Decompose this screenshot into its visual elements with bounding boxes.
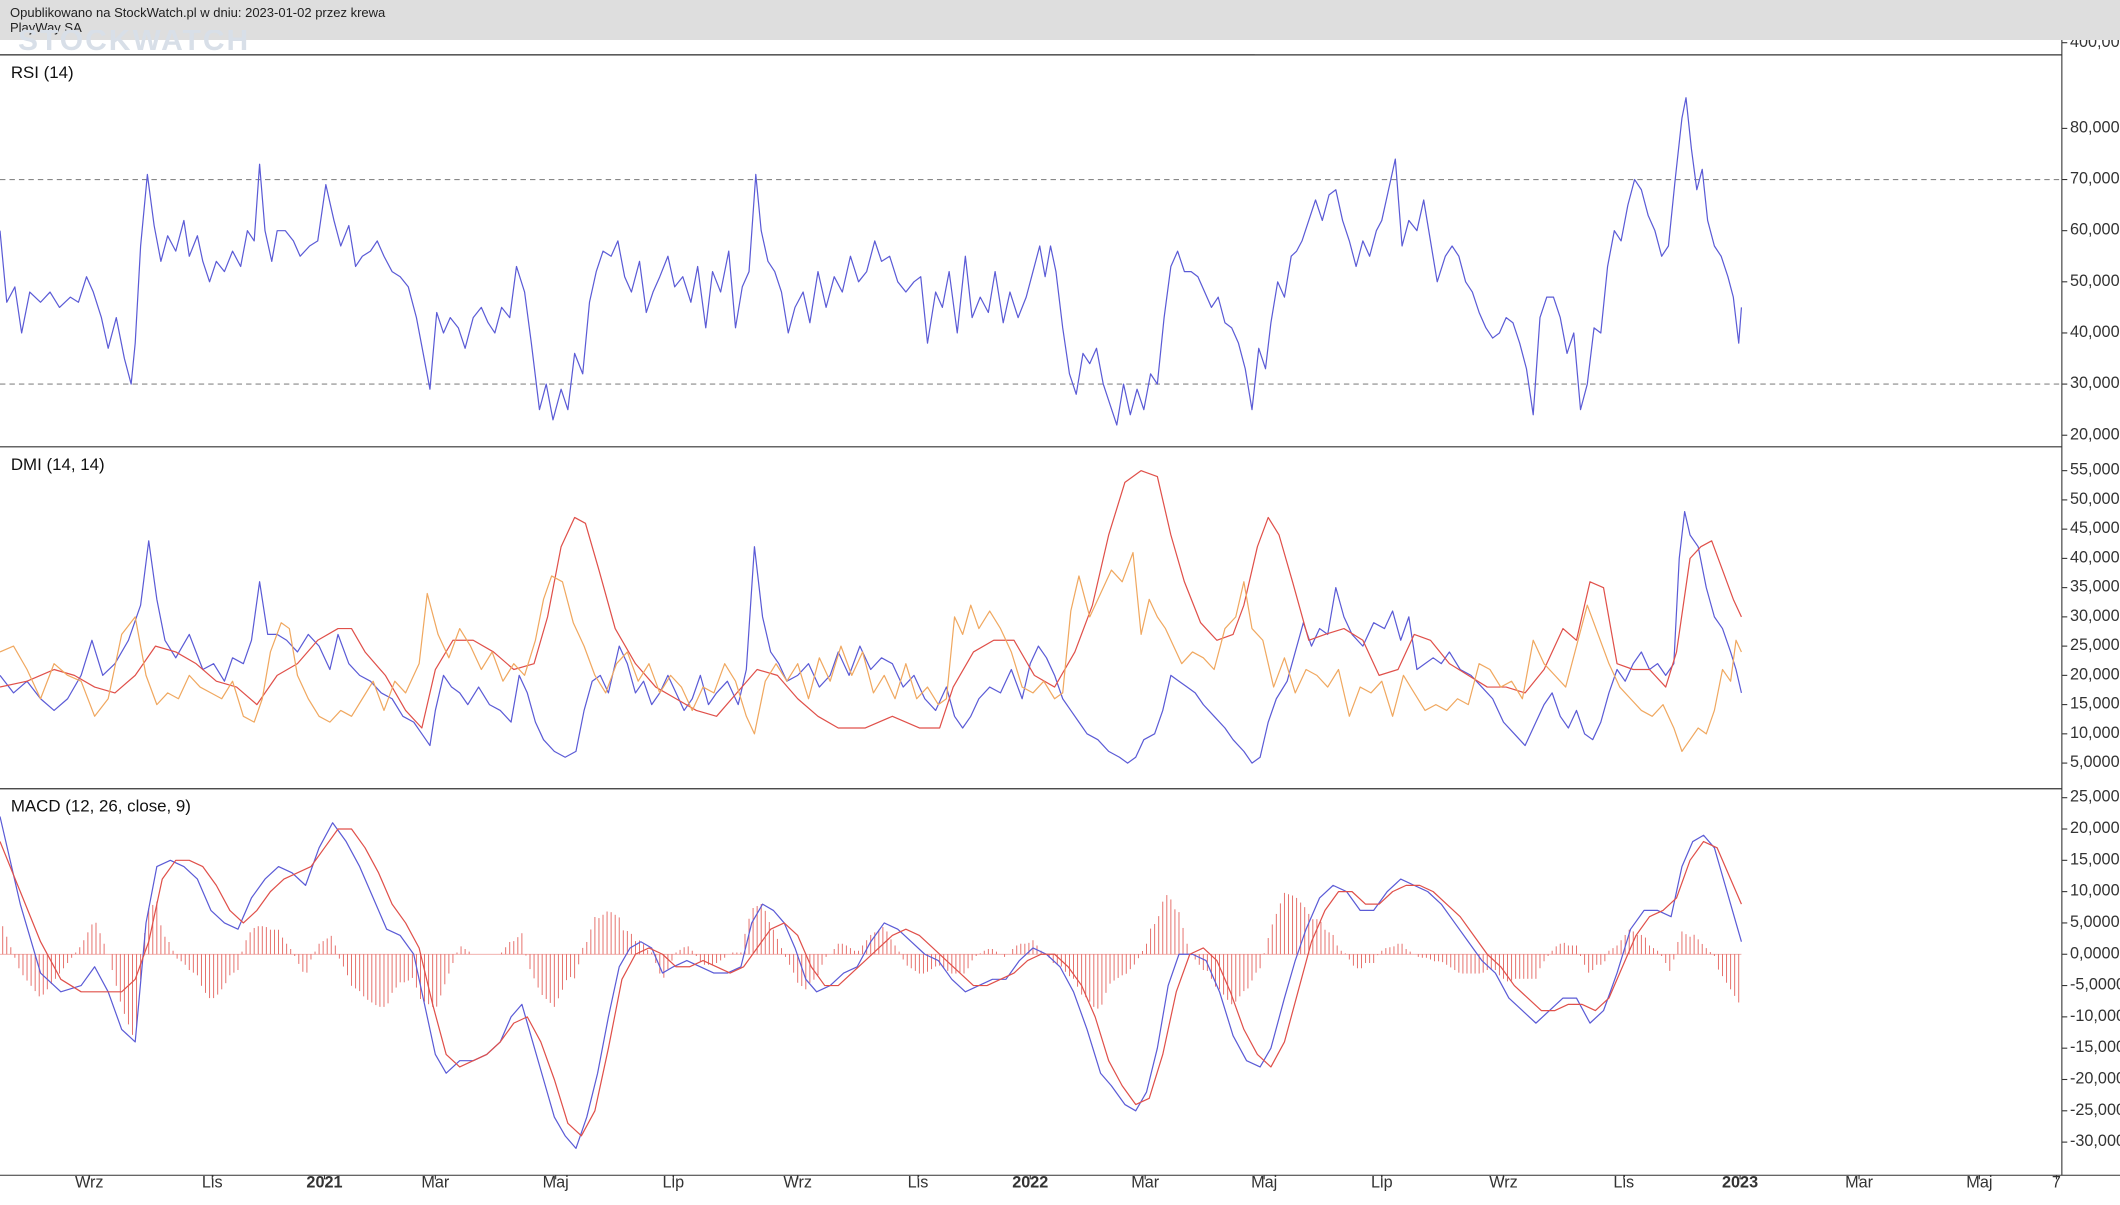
rsi-panel: RSI (14) 80,0000 70,0000 60,0000 50,0000 40,0… [0,54,2120,443]
rsi-y-tick-label: 70,0000 [2070,170,2120,188]
time-tick-label: Mar [1845,1173,1874,1191]
time-axis: Wrz Lis 2021 Mar Maj Lip Wrz Lis 2022 Mar Maj Lip Wr… [75,1173,2061,1191]
publication-info: Opublikowano na StockWatch.pl w dniu: 20… [10,5,386,20]
indicator-chart: 400,00 RSI (14)80,000070,000060,000050,0… [0,40,2120,1191]
dmi-y-tick-label: 50,0000 [2070,490,2120,508]
dmi-series-line-red [0,470,1742,729]
macd-y-tick-label: -25,0000 [2070,1101,2120,1119]
rsi-y-tick-label: 60,0000 [2070,221,2120,239]
time-tick-label: Lip [662,1173,684,1191]
instrument-name: PlayWay SA [10,20,82,35]
dmi-y-tick-label: 55,0000 [2070,461,2120,479]
macd-histogram [2,892,1740,1035]
time-tick-label: 2022 [1012,1173,1048,1191]
time-tick-label: Maj [1251,1173,1277,1191]
publication-header: Opublikowano na StockWatch.pl w dniu: 20… [0,0,2120,40]
macd-y-tick-label: 15,0000 [2070,850,2120,868]
macd-y-tick-label: 0,0000 [2070,944,2120,962]
macd-y-tick-label: 5,0000 [2070,913,2120,931]
macd-y-tick-label: -10,0000 [2070,1007,2120,1025]
macd-y-tick-label: 25,0000 [2070,788,2120,806]
time-tick-label: Wrz [1489,1173,1518,1191]
price-panel: 400,00 [0,40,2120,56]
rsi-y-tick-label: 30,0000 [2070,374,2120,392]
price-tick-label: 400,00 [2070,40,2120,51]
time-tick-label: 7 [2052,1173,2061,1191]
macd-panel: MACD (12, 26, close, 9) 25,0000 20,0000 15,… [0,788,2120,1150]
macd-y-tick-label: -30,0000 [2070,1132,2120,1150]
time-tick-label: Wrz [75,1173,104,1191]
macd-panel-title: MACD (12, 26, close, 9) [11,797,191,816]
time-tick-label: 2023 [1722,1173,1758,1191]
time-tick-label: Lis [202,1173,223,1191]
time-tick-label: Mar [1131,1173,1160,1191]
time-tick-label: Wrz [783,1173,812,1191]
stockwatch-watermark-logo: STOCKWATCH [18,30,251,52]
dmi-y-tick-label: 25,0000 [2070,636,2120,654]
rsi-y-tick-label: 50,0000 [2070,272,2120,290]
dmi-y-tick-label: 10,0000 [2070,724,2120,742]
dmi-y-tick-label: 30,0000 [2070,607,2120,625]
time-tick-label: Maj [1966,1173,1992,1191]
macd-y-tick-label: -20,0000 [2070,1070,2120,1088]
macd-y-tick-label: 20,0000 [2070,819,2120,837]
dmi-y-tick-label: 15,0000 [2070,695,2120,713]
rsi-series-line-blue [0,97,1743,426]
dmi-y-tick-label: 5,0000 [2070,753,2120,771]
dmi-panel-title: DMI (14, 14) [11,455,105,474]
rsi-y-tick-label: 20,0000 [2070,425,2120,443]
dmi-y-tick-label: 35,0000 [2070,578,2120,596]
time-tick-label: Lis [908,1173,929,1191]
macd-y-tick-label: 10,0000 [2070,882,2120,900]
macd-y-tick-label: -15,0000 [2070,1038,2120,1056]
dmi-y-tick-label: 40,0000 [2070,548,2120,566]
macd-series-line-blue [0,816,1743,1149]
macd-y-tick-label: -5,0000 [2070,976,2120,994]
time-tick-label: Maj [543,1173,569,1191]
time-tick-label: Lip [1371,1173,1393,1191]
dmi-y-tick-label: 20,0000 [2070,665,2120,683]
time-tick-label: 2021 [306,1173,342,1191]
dmi-y-tick-label: 45,0000 [2070,519,2120,537]
rsi-y-tick-label: 80,0000 [2070,118,2120,136]
rsi-y-tick-label: 40,0000 [2070,323,2120,341]
dmi-panel: DMI (14, 14) 55,0000 50,0000 45,0000 40,0000… [0,446,2120,771]
time-tick-label: Lis [1613,1173,1634,1191]
dmi-series-line-orange [0,551,1742,752]
dmi-series-line-blue [0,511,1743,764]
time-tick-label: Mar [421,1173,450,1191]
rsi-panel-title: RSI (14) [11,63,74,82]
macd-series-line-red [0,828,1742,1137]
